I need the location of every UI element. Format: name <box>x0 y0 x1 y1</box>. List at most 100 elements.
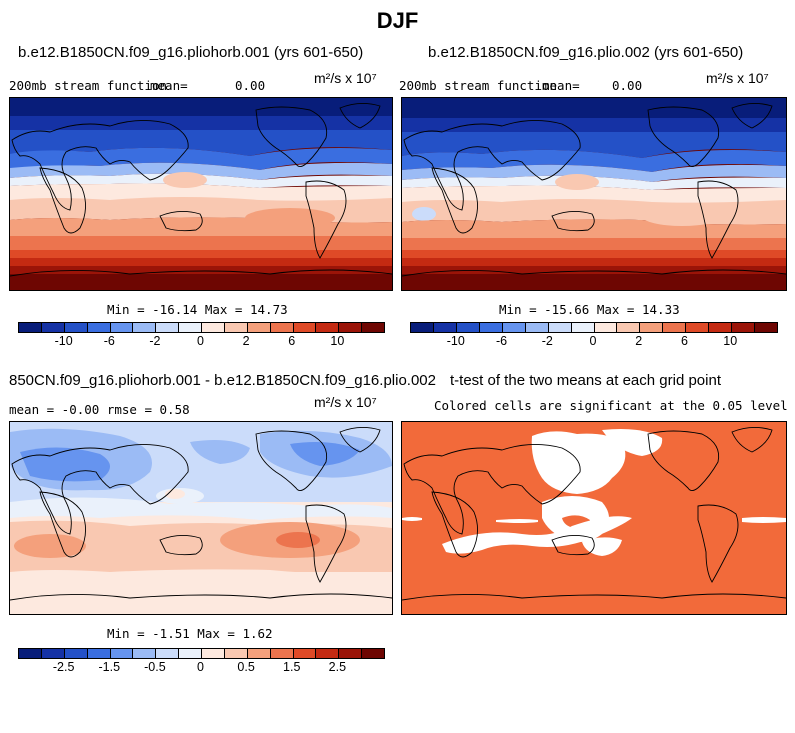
colorbar-tick-label: 2 <box>242 334 250 348</box>
colorbar-swatch <box>456 323 480 332</box>
colorbar-swatch <box>316 649 340 658</box>
colorbar-swatch <box>640 323 664 332</box>
figure-title: DJF <box>376 8 419 33</box>
colorbar-swatch <box>19 323 42 332</box>
panel1-case-title: b.e12.B1850CN.f09_g16.pliohorb.001 (yrs … <box>18 44 364 61</box>
panel2-variable-label: 200mb stream function <box>399 78 558 93</box>
colorbar-top-left-ticks: -10 -6 -2 0 2 6 10 <box>18 334 383 350</box>
colorbar-swatch <box>19 649 42 658</box>
panel3-units: m²/s x 10⁷ <box>314 394 377 410</box>
colorbar-tick-label: 6 <box>288 334 296 348</box>
colorbar-tick-label: 10 <box>330 334 345 348</box>
panel4-map <box>401 421 787 615</box>
colorbar-tick-label: -10 <box>54 334 73 348</box>
colorbar-tick-label: 2.5 <box>328 660 347 674</box>
colorbar-tick-label: 0 <box>197 334 204 348</box>
colorbar-swatch <box>709 323 733 332</box>
colorbar-top-right <box>410 322 778 333</box>
colorbar-swatch <box>339 323 363 332</box>
panel4-subtitle: Colored cells are significant at the 0.0… <box>434 398 788 413</box>
panel2-case-title: b.e12.B1850CN.f09_g16.plio.002 (yrs 601-… <box>428 44 744 61</box>
colorbar-swatch <box>362 649 384 658</box>
panel1-minmax: Min = -16.14 Max = 14.73 <box>107 302 288 317</box>
colorbar-swatch <box>224 323 248 332</box>
colorbar-swatch <box>479 323 503 332</box>
colorbar-swatch <box>41 323 65 332</box>
colorbar-swatch <box>594 323 618 332</box>
colorbar-swatch <box>663 323 687 332</box>
colorbar-tick-label: -2.5 <box>52 660 75 674</box>
colorbar-swatch <box>64 323 88 332</box>
panel4-map-svg <box>402 422 786 614</box>
panel2-coastlines <box>402 103 786 277</box>
panel4-coastlines <box>402 427 786 601</box>
panel3-case-title: 850CN.f09_g16.pliohorb.001 - b.e12.B1850… <box>9 372 436 389</box>
colorbar-swatch <box>156 323 180 332</box>
colorbar-swatch <box>548 323 572 332</box>
colorbar-swatch <box>293 323 317 332</box>
colorbar-swatch <box>270 323 294 332</box>
colorbar-swatch <box>64 649 88 658</box>
colorbar-tick-label: -10 <box>446 334 465 348</box>
colorbar-top-right-ticks: -10 -6 -2 0 2 6 10 <box>410 334 776 350</box>
panel2-minmax: Min = -15.66 Max = 14.33 <box>499 302 680 317</box>
colorbar-swatch <box>202 649 225 658</box>
colorbar-swatch <box>617 323 641 332</box>
colorbar-tick-label: 0.5 <box>237 660 255 674</box>
colorbar-tick-label: 2 <box>635 334 643 348</box>
colorbar-tick-label: -6 <box>103 334 115 348</box>
colorbar-swatch <box>270 649 294 658</box>
panel3-map <box>9 421 393 615</box>
colorbar-tick-label: -2 <box>541 334 553 348</box>
panel4-nonsignificant-regions <box>402 429 786 556</box>
colorbar-swatch <box>179 649 202 658</box>
colorbar-swatch <box>87 649 111 658</box>
panel2-mean-value: 0.00 <box>612 78 643 93</box>
colorbar-swatch <box>110 323 134 332</box>
panel1-mean-label: mean= <box>150 78 188 93</box>
colorbar-swatch <box>224 649 248 658</box>
colorbar-swatch <box>732 323 756 332</box>
colorbar-swatch <box>316 323 340 332</box>
panel1-map-svg <box>10 98 392 290</box>
colorbar-tick-label: 6 <box>681 334 688 348</box>
colorbar-swatch <box>502 323 526 332</box>
colorbar-swatch <box>133 323 157 332</box>
colorbar-swatch <box>110 649 134 658</box>
colorbar-swatch <box>247 323 271 332</box>
colorbar-swatch <box>339 649 363 658</box>
panel3-coastlines <box>10 427 392 601</box>
colorbar-tick-label: -6 <box>495 334 508 348</box>
colorbar-swatch <box>247 649 271 658</box>
colorbar-swatch <box>411 323 434 332</box>
panel2-map-svg <box>402 98 786 290</box>
colorbar-swatch <box>571 323 595 332</box>
colorbar-swatch <box>156 649 180 658</box>
panel1-coastlines <box>10 103 392 277</box>
colorbar-swatch <box>755 323 777 332</box>
colorbar-swatch <box>433 323 457 332</box>
panel1-units: m²/s x 10⁷ <box>314 70 377 86</box>
colorbar-swatch <box>686 323 710 332</box>
colorbar-tick-label: -2 <box>149 334 161 348</box>
colorbar-bottom-ticks: -2.5 -1.5 -0.5 0 0.5 1.5 2.5 <box>18 660 383 676</box>
panel3-minmax: Min = -1.51 Max = 1.62 <box>107 626 273 641</box>
colorbar-swatch <box>41 649 65 658</box>
panel2-mean-label: mean= <box>542 78 580 93</box>
colorbar-top-left <box>18 322 385 333</box>
colorbar-swatch <box>525 323 549 332</box>
panel2-units: m²/s x 10⁷ <box>706 70 769 86</box>
colorbar-tick-label: -1.5 <box>98 660 121 674</box>
colorbar-swatch <box>87 323 111 332</box>
colorbar-tick-label: 10 <box>723 334 738 348</box>
colorbar-swatch <box>293 649 317 658</box>
colorbar-tick-label: 1.5 <box>283 660 301 674</box>
colorbar-tick-label: -0.5 <box>144 660 166 674</box>
panel3-stats: mean = -0.00 rmse = 0.58 <box>9 402 190 417</box>
colorbar-swatch <box>202 323 225 332</box>
colorbar-tick-label: 0 <box>589 334 597 348</box>
panel3-map-svg <box>10 422 392 614</box>
panel1-variable-label: 200mb stream function <box>9 78 168 93</box>
colorbar-tick-label: 0 <box>197 660 204 674</box>
colorbar-bottom <box>18 648 385 659</box>
